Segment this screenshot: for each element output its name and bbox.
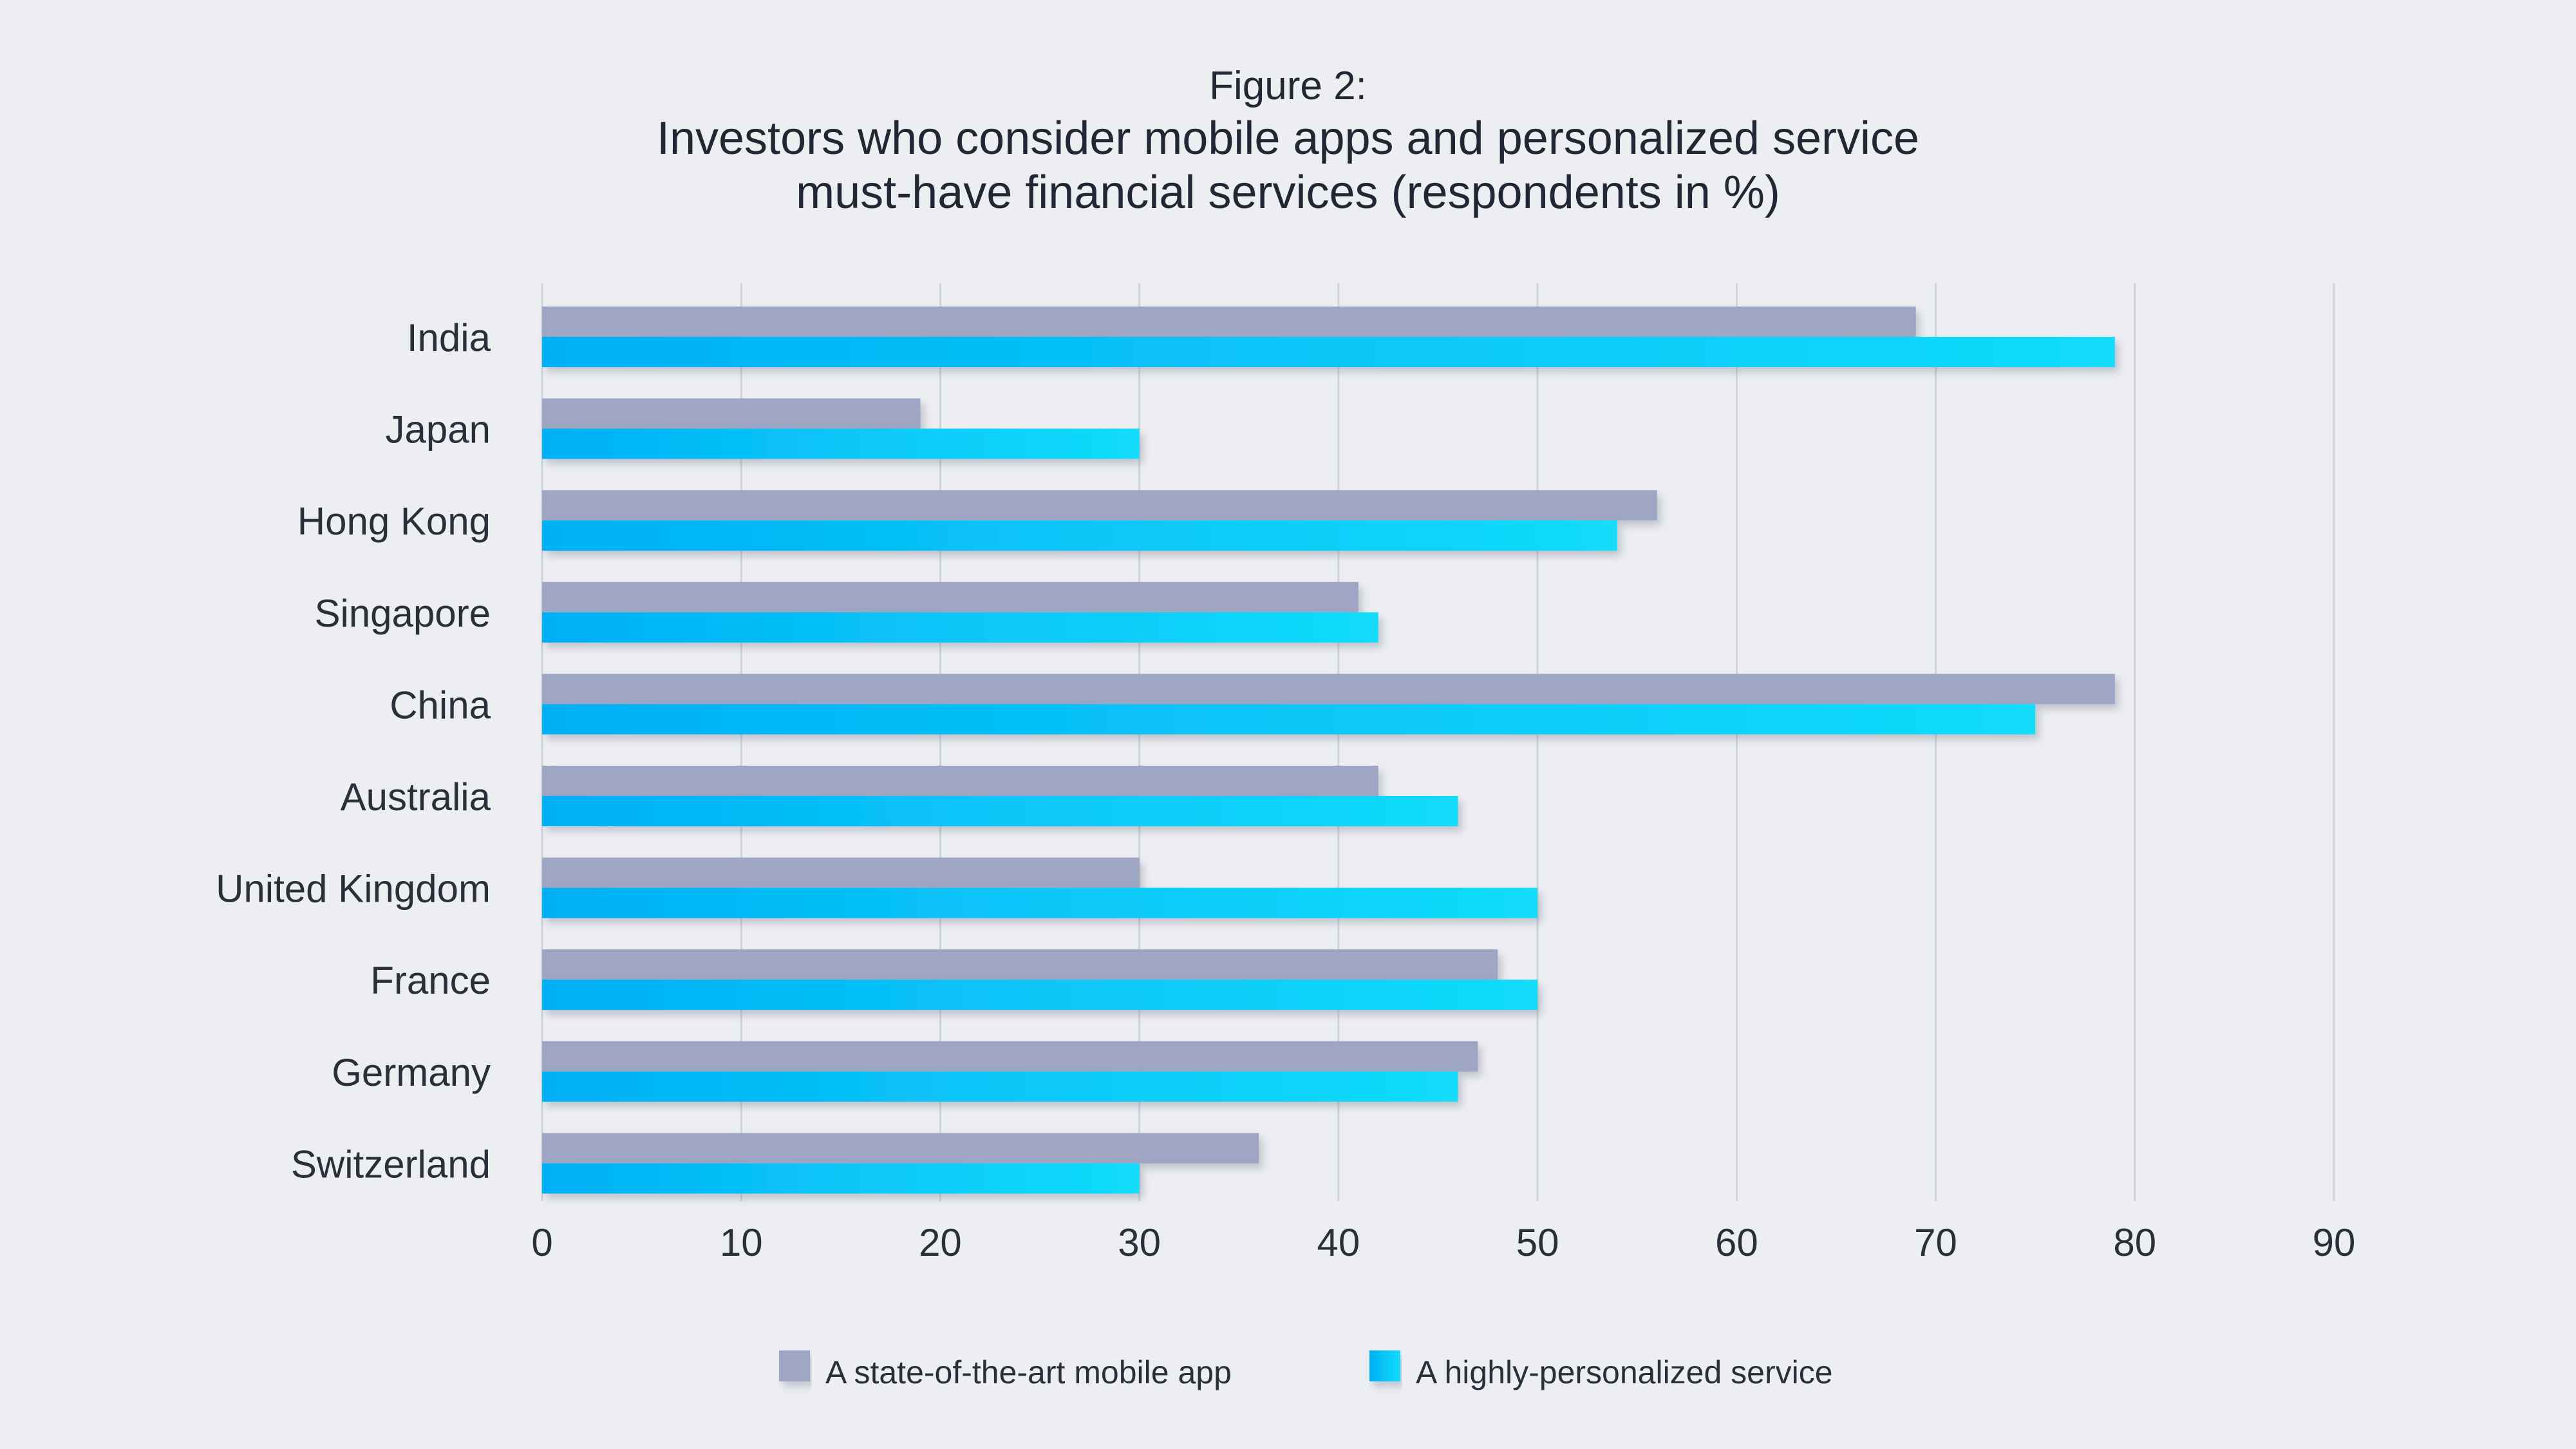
bar-personalized-service	[542, 612, 1378, 643]
legend-label-personalized-service: A highly-personalized service	[1416, 1354, 1833, 1390]
legend: A state-of-the-art mobile app A highly-pe…	[779, 1350, 1833, 1390]
bar-mobile-app	[542, 1041, 1478, 1072]
bar-personalized-service	[542, 980, 1538, 1010]
x-tick-label: 90	[2313, 1221, 2356, 1264]
bar-mobile-app	[542, 674, 2115, 705]
bar-personalized-service	[542, 428, 1140, 459]
bar-mobile-app	[542, 490, 1657, 521]
x-tick-label: 40	[1317, 1221, 1360, 1264]
title-block: Figure 2: Investors who consider mobile …	[0, 61, 2576, 220]
bar-mobile-app	[542, 307, 1916, 337]
x-tick-label: 50	[1516, 1221, 1559, 1264]
bar-personalized-service	[542, 796, 1458, 826]
x-tick-label: 10	[720, 1221, 763, 1264]
category-label: Singapore	[314, 592, 491, 635]
category-label: Switzerland	[291, 1142, 491, 1186]
x-axis-tick-labels: 0 10 20 30 40 50 60 70 80 90	[531, 1221, 2355, 1264]
category-label: Japan	[386, 408, 491, 451]
legend-swatch-mobile-app	[779, 1350, 810, 1381]
figure-label: Figure 2:	[1209, 64, 1367, 108]
bar-personalized-service	[542, 337, 2115, 367]
x-tick-label: 60	[1715, 1221, 1758, 1264]
x-tick-label: 70	[1914, 1221, 1957, 1264]
x-tick-label: 20	[919, 1221, 962, 1264]
category-label: Australia	[341, 775, 491, 819]
x-tick-label: 30	[1118, 1221, 1161, 1264]
bar-personalized-service	[542, 520, 1617, 551]
bar-mobile-app	[542, 857, 1140, 888]
bar-personalized-service	[542, 887, 1538, 918]
chart-title-line-2: must-have financial services (respondent…	[796, 167, 1780, 218]
bar-personalized-service	[542, 1163, 1140, 1194]
bars	[542, 307, 2115, 1194]
category-label: China	[390, 683, 491, 726]
legend-label-mobile-app: A state-of-the-art mobile app	[825, 1354, 1232, 1390]
bar-mobile-app	[542, 582, 1359, 612]
bar-personalized-service	[542, 1071, 1458, 1102]
category-labels: India Japan Hong Kong Singapore China Austral…	[216, 316, 491, 1186]
category-label: Hong Kong	[297, 500, 491, 543]
bar-mobile-app	[542, 949, 1498, 980]
bar-mobile-app	[542, 398, 921, 429]
category-label: India	[407, 316, 491, 359]
bar-mobile-app	[542, 766, 1378, 796]
chart-title-line-1: Investors who consider mobile apps and p…	[656, 113, 1920, 164]
bar-personalized-service	[542, 704, 2036, 735]
category-label: France	[370, 959, 491, 1002]
bar-mobile-app	[542, 1133, 1259, 1164]
legend-swatch-personalized-service	[1369, 1350, 1400, 1381]
category-label: United Kingdom	[216, 867, 491, 911]
x-tick-label: 80	[2113, 1221, 2156, 1264]
category-label: Germany	[332, 1051, 491, 1094]
x-tick-label: 0	[531, 1221, 552, 1264]
